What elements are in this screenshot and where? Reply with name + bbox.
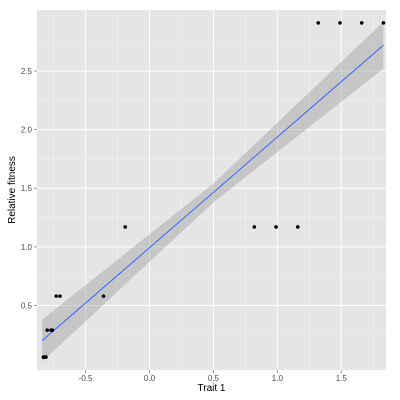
data-point <box>338 21 342 25</box>
y-axis-title: Relative fitness <box>7 156 18 224</box>
x-tick-label: 1.0 <box>272 374 284 383</box>
fit-line <box>41 44 384 342</box>
data-point <box>295 225 300 229</box>
confidence-band <box>42 21 384 362</box>
x-axis-ticks: -0.5 0.0 0.5 1.0 1.5 <box>79 370 348 383</box>
data-point <box>381 21 386 25</box>
plot-panel <box>37 10 386 370</box>
minor-gridlines <box>37 10 386 370</box>
y-tick-label: 1.5 <box>21 184 33 193</box>
data-point <box>316 21 321 25</box>
data-point <box>252 225 257 229</box>
data-point <box>44 355 48 359</box>
data-point <box>274 225 278 229</box>
y-tick-label: 2.0 <box>21 126 33 135</box>
data-point <box>58 294 62 298</box>
data-point <box>359 21 364 25</box>
x-tick-label: 0.0 <box>144 374 156 383</box>
x-axis-title: Trait 1 <box>198 383 226 394</box>
data-point <box>54 294 58 298</box>
y-tick-label: 1.0 <box>21 243 33 252</box>
major-gridlines <box>37 10 386 370</box>
x-tick-label: 1.5 <box>336 374 348 383</box>
data-point <box>101 294 106 298</box>
data-points <box>41 21 386 359</box>
data-point <box>45 328 50 332</box>
x-tick-label: 0.5 <box>208 374 220 383</box>
data-point <box>123 225 128 229</box>
y-tick-label: 0.5 <box>21 302 33 311</box>
confidence-band-layer <box>42 21 384 362</box>
y-tick-label: 2.5 <box>21 67 33 76</box>
fit-line-layer <box>41 44 384 342</box>
data-point <box>50 328 55 332</box>
y-axis-ticks: 0.5 1.0 1.5 2.0 2.5 <box>21 67 37 311</box>
x-tick-label: -0.5 <box>79 374 93 383</box>
